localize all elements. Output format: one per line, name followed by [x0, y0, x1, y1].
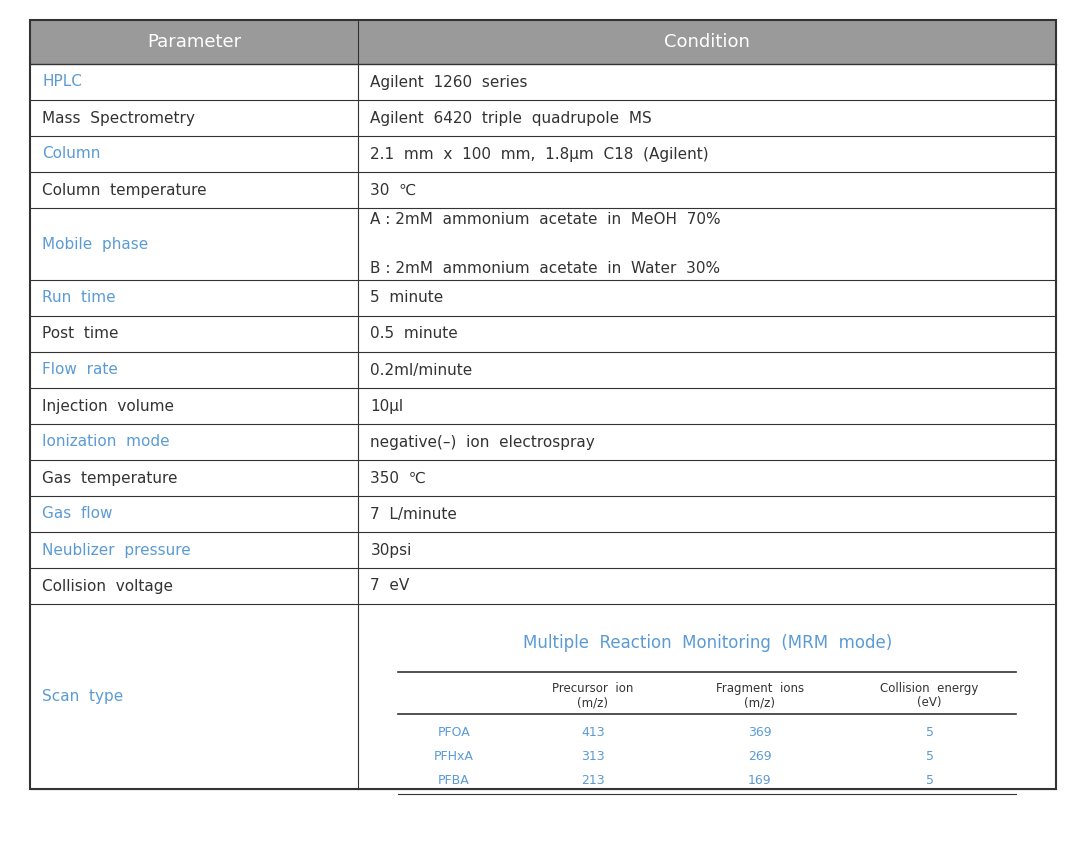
Bar	[358, 136, 1056, 172]
Bar	[30, 208, 358, 280]
Bar	[30, 568, 358, 604]
Bar	[30, 100, 358, 136]
Bar	[358, 604, 1056, 789]
Bar	[358, 568, 1056, 604]
Bar	[358, 316, 1056, 352]
Text: Gas  temperature: Gas temperature	[42, 471, 177, 486]
Bar	[358, 532, 1056, 568]
Bar	[358, 424, 1056, 460]
Text: 10μl: 10μl	[370, 398, 403, 413]
Text: 30  ℃: 30 ℃	[370, 183, 417, 198]
Text: Mobile  phase: Mobile phase	[42, 237, 149, 252]
Text: A : 2mM  ammonium  acetate  in  MeOH  70%

B : 2mM  ammonium  acetate  in  Water: A : 2mM ammonium acetate in MeOH 70% B :…	[370, 212, 721, 276]
Text: 7  eV: 7 eV	[370, 578, 409, 594]
Bar	[358, 64, 1056, 100]
Text: 0.5  minute: 0.5 minute	[370, 327, 458, 342]
Text: 30psi: 30psi	[370, 542, 412, 557]
Text: 5: 5	[925, 727, 934, 739]
Bar	[358, 172, 1056, 208]
Text: Parameter: Parameter	[147, 33, 241, 51]
Text: Agilent  1260  series: Agilent 1260 series	[370, 74, 528, 89]
Bar	[358, 352, 1056, 388]
Bar	[358, 280, 1056, 316]
Text: 369: 369	[748, 727, 771, 739]
Text: 5  minute: 5 minute	[370, 290, 443, 306]
Text: Neublizer  pressure: Neublizer pressure	[42, 542, 191, 557]
Text: 0.2ml/minute: 0.2ml/minute	[370, 363, 472, 377]
Text: HPLC: HPLC	[42, 74, 81, 89]
Text: 5: 5	[925, 750, 934, 764]
Text: Fragment  ions: Fragment ions	[716, 682, 804, 695]
Text: Collision  energy: Collision energy	[881, 682, 978, 695]
Text: 7  L/minute: 7 L/minute	[370, 507, 457, 521]
Text: (eV): (eV)	[918, 696, 942, 709]
Text: Run  time: Run time	[42, 290, 115, 306]
Bar	[30, 316, 358, 352]
Text: Column: Column	[42, 147, 100, 162]
Text: Mass  Spectrometry: Mass Spectrometry	[42, 110, 194, 125]
Bar	[30, 172, 358, 208]
Text: 2.1  mm  x  100  mm,  1.8μm  C18  (Agilent): 2.1 mm x 100 mm, 1.8μm C18 (Agilent)	[370, 147, 709, 162]
Bar	[358, 460, 1056, 496]
Text: Gas  flow: Gas flow	[42, 507, 113, 521]
Bar	[358, 20, 1056, 64]
Text: negative(–)  ion  electrospray: negative(–) ion electrospray	[370, 434, 595, 450]
Bar	[30, 20, 358, 64]
Bar	[30, 460, 358, 496]
Bar	[30, 496, 358, 532]
Text: PFOA: PFOA	[438, 727, 470, 739]
Text: 269: 269	[748, 750, 771, 764]
Text: PFHxA: PFHxA	[434, 750, 473, 764]
Text: Multiple  Reaction  Monitoring  (MRM  mode): Multiple Reaction Monitoring (MRM mode)	[522, 634, 892, 652]
Bar	[30, 136, 358, 172]
Bar	[30, 424, 358, 460]
Bar	[358, 208, 1056, 280]
Text: Precursor  ion: Precursor ion	[552, 682, 633, 695]
Text: Condition: Condition	[665, 33, 750, 51]
Bar	[30, 64, 358, 100]
Text: Injection  volume: Injection volume	[42, 398, 174, 413]
Text: 313: 313	[581, 750, 605, 764]
Text: Agilent  6420  triple  quadrupole  MS: Agilent 6420 triple quadrupole MS	[370, 110, 652, 125]
Text: 413: 413	[581, 727, 605, 739]
Bar	[30, 604, 358, 789]
Text: Column  temperature: Column temperature	[42, 183, 206, 198]
Text: Ionization  mode: Ionization mode	[42, 434, 169, 450]
Bar	[30, 352, 358, 388]
Text: 213: 213	[581, 775, 605, 787]
Text: (m/z): (m/z)	[578, 696, 608, 709]
Bar	[358, 100, 1056, 136]
Text: Scan  type: Scan type	[42, 689, 123, 704]
Bar	[30, 532, 358, 568]
Text: Collision  voltage: Collision voltage	[42, 578, 173, 594]
Text: Post  time: Post time	[42, 327, 118, 342]
Bar	[358, 388, 1056, 424]
Text: Flow  rate: Flow rate	[42, 363, 118, 377]
Text: 5: 5	[925, 775, 934, 787]
Text: (m/z): (m/z)	[744, 696, 775, 709]
Bar	[30, 388, 358, 424]
Bar	[30, 280, 358, 316]
Bar	[358, 496, 1056, 532]
Text: 169: 169	[748, 775, 771, 787]
Text: 350  ℃: 350 ℃	[370, 471, 426, 486]
Text: PFBA: PFBA	[438, 775, 470, 787]
